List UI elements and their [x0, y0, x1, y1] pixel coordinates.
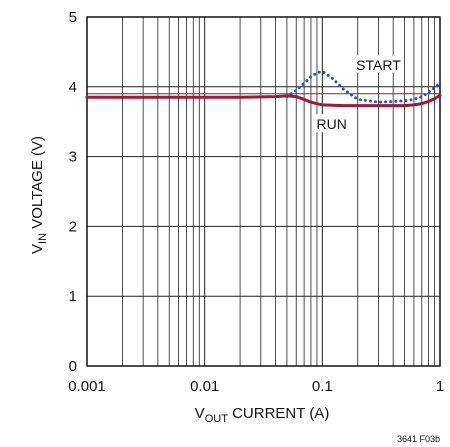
grid [87, 17, 440, 366]
y-tick-label: 0 [69, 358, 77, 375]
y-tick-label: 5 [69, 9, 77, 26]
x-axis-title: VOUT CURRENT (A) [195, 405, 330, 425]
x-tick-labels: 0.001 0.01 0.1 1 [68, 378, 444, 395]
annotation-background [352, 54, 404, 73]
y-tick-label: 1 [69, 288, 77, 305]
x-tick-label: 0.1 [312, 378, 333, 395]
series-label-start: START [356, 57, 401, 73]
series-group [85, 69, 442, 108]
y-axis-title-rest: VOLTAGE (V) [29, 136, 46, 233]
x-axis-title-sub: OUT [205, 413, 229, 425]
y-tick-label: 2 [69, 218, 77, 235]
series-label-run: RUN [316, 116, 346, 132]
plot-frame [86, 16, 441, 367]
series-line-run [85, 93, 442, 108]
series-line-start [285, 69, 442, 104]
y-axis-title-sub: IN [37, 233, 49, 244]
x-tick-label: 1 [436, 378, 444, 395]
annotation-background [315, 114, 349, 133]
x-axis-title-main: V [195, 405, 205, 422]
y-tick-label: 4 [69, 79, 77, 96]
series-annotations: START RUN [315, 54, 404, 133]
y-axis-title: VIN VOLTAGE (V) [29, 136, 49, 254]
x-axis-title-rest: CURRENT (A) [228, 405, 329, 422]
x-tick-label: 0.01 [190, 378, 219, 395]
y-axis-title-main: V [29, 244, 46, 254]
figure-id: 3641 F03b [397, 434, 440, 444]
y-tick-label: 3 [69, 149, 77, 166]
y-tick-labels: 0 1 2 3 4 5 [69, 9, 77, 375]
x-tick-label: 0.001 [68, 378, 106, 395]
